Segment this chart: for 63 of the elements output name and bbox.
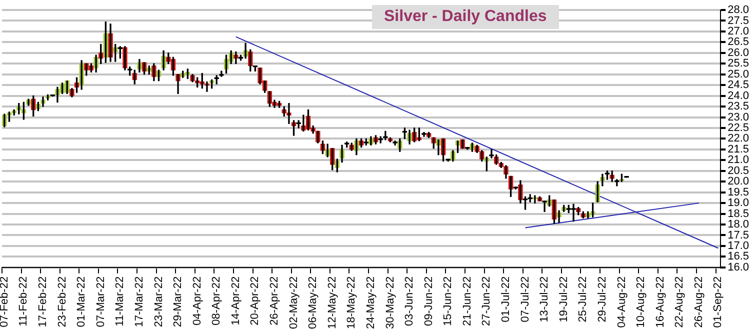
y-tick-label: 20.5 (728, 164, 750, 177)
y-tick-label: 19.5 (728, 186, 750, 198)
x-tick-label: 19-Jul-22 (558, 276, 570, 322)
x-tick-label: 17-Feb-22 (37, 276, 50, 328)
y-tick-label: 22.5 (728, 122, 750, 134)
y-tick-label: 27.0 (728, 25, 750, 38)
x-tick-label: 08-Apr-22 (210, 276, 223, 326)
x-tick-label: 14-Apr-22 (230, 276, 242, 326)
x-tick-label: 09-Jun-22 (422, 276, 435, 326)
x-tick-label: 04-Aug-22 (616, 276, 628, 328)
y-tick-label: 16.5 (728, 250, 750, 263)
x-tick-label: 23-Mar-22 (152, 276, 165, 328)
x-tick-label: 03-Jun-22 (404, 276, 416, 326)
x-tick-label: 29-Mar-22 (172, 276, 184, 328)
x-tick-label: 23-Feb-22 (56, 276, 68, 328)
x-tick-label: 01-Jul-22 (500, 276, 512, 322)
x-tick-label: 04-Apr-22 (191, 276, 204, 326)
x-tick-label: 29-Jul-22 (596, 276, 608, 322)
x-tick-label: 15-Jun-22 (442, 276, 454, 326)
y-tick-label: 25.5 (728, 58, 750, 70)
y-tick-label: 19.0 (728, 197, 750, 210)
y-tick-label: 21.5 (728, 143, 750, 156)
x-tick-label: 24-May-22 (364, 276, 377, 329)
x-tick-label: 01-Mar-22 (76, 276, 88, 328)
y-tick-label: 28.0 (728, 4, 750, 16)
x-tick-label: 26-Aug-22 (692, 276, 705, 328)
x-tick-label: 30-May-22 (384, 276, 396, 329)
chart-title: Silver - Daily Candles (372, 5, 559, 29)
y-tick-label: 16.0 (728, 261, 750, 274)
y-tick-label: 17.0 (728, 240, 750, 252)
y-tick-label: 27.5 (728, 14, 750, 27)
y-tick-label: 24.5 (728, 79, 750, 92)
x-tick-label: 13-Jul-22 (538, 276, 551, 322)
y-tick-label: 23.0 (728, 111, 750, 124)
x-tick-label: 16-Aug-22 (654, 276, 666, 328)
x-tick-label: 10-Aug-22 (635, 276, 648, 328)
x-tick-label: 12-May-22 (326, 276, 338, 329)
y-tick-label: 20.0 (728, 176, 750, 188)
x-tick-label: 25-Jul-22 (577, 276, 590, 322)
x-tick-label: 17-Mar-22 (133, 276, 146, 328)
x-tick-label: 20-Apr-22 (249, 276, 262, 326)
y-tick-label: 21.0 (728, 154, 750, 166)
x-tick-label: 07-Mar-22 (94, 276, 107, 328)
y-tick-label: 18.5 (728, 208, 750, 220)
y-tick-label: 25.0 (728, 68, 750, 80)
x-tick-label: 11-Mar-22 (114, 276, 126, 326)
y-tick-label: 18.0 (728, 218, 750, 231)
y-tick-label: 26.0 (728, 46, 750, 59)
y-tick-label: 22.0 (728, 132, 750, 145)
y-tick-label: 24.0 (728, 90, 750, 102)
y-tick-label: 23.5 (728, 100, 750, 113)
x-tick-label: 18-May-22 (346, 276, 358, 329)
x-tick-label: 02-May-22 (288, 276, 300, 329)
y-tick-label: 17.5 (728, 229, 750, 242)
x-tick-label: 01-Sep-22 (712, 276, 724, 328)
x-tick-label: 26-Apr-22 (268, 276, 281, 326)
x-tick-label: 22-Aug-22 (674, 276, 686, 328)
x-tick-label: 06-May-22 (307, 276, 320, 329)
x-tick-label: 21-Jun-22 (461, 276, 474, 326)
y-tick-label: 26.5 (728, 36, 750, 48)
x-tick-label: 11-Feb-22 (18, 276, 30, 326)
x-tick-label: 07-Jul-22 (519, 276, 532, 322)
x-tick-label: 27-Jun-22 (480, 276, 493, 326)
